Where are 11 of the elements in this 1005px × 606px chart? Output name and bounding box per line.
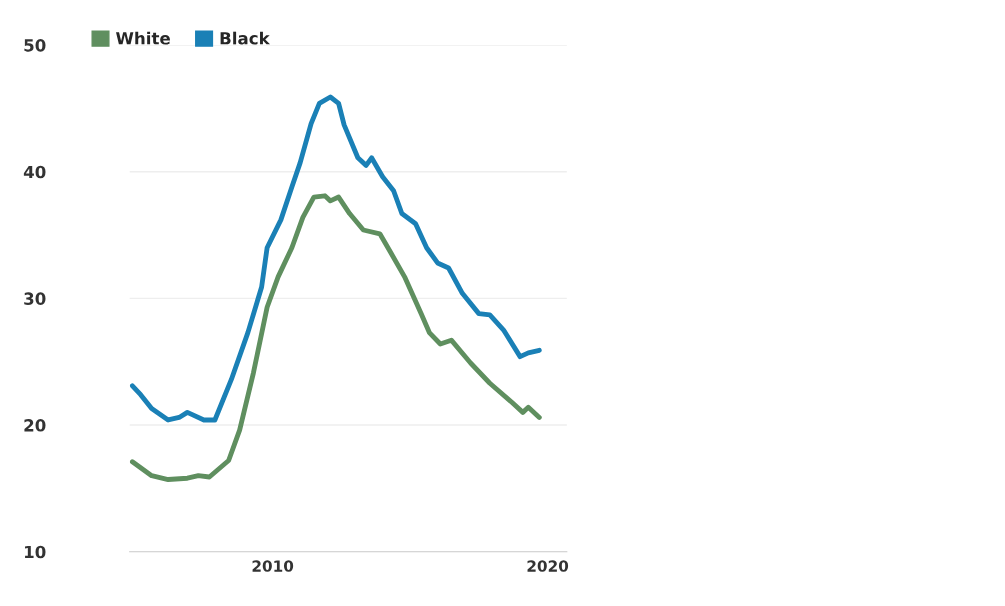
line-series	[129, 193, 542, 482]
y-tick-label: 50	[24, 39, 46, 52]
y-tick-label: 30	[24, 292, 46, 305]
y-tick-label: 20	[24, 419, 46, 432]
legend-label: Black	[220, 31, 271, 45]
y-tick-label: 10	[25, 545, 46, 559]
x-tick-label: 2010	[252, 560, 294, 572]
x-tick-label: 2020	[527, 560, 569, 572]
y-tick-label: 40	[23, 165, 46, 179]
line-series	[129, 94, 542, 423]
legend-label: White	[116, 31, 170, 45]
